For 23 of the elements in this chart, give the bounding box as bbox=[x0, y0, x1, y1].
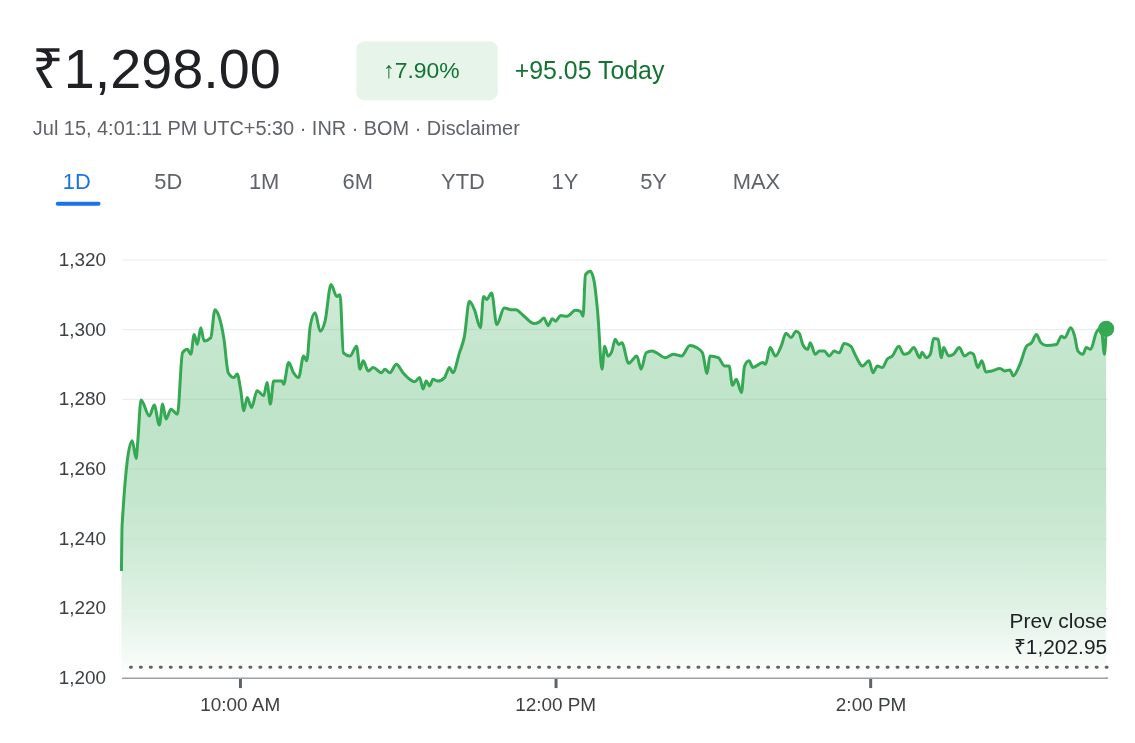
ref-line-label: Prev close ₹1,202.95 bbox=[1009, 608, 1108, 659]
y-tick-label: 1,240 bbox=[58, 527, 107, 549]
text: +95.05 Today bbox=[514, 56, 665, 85]
y-tick-label: 1,280 bbox=[58, 388, 107, 410]
text: ↑7.90% bbox=[383, 57, 460, 84]
text: 1M bbox=[248, 168, 280, 194]
chart-title: ₹1,298.00 bbox=[31, 38, 281, 101]
y-tick-label: 1,300 bbox=[58, 318, 107, 340]
x-tick-label: 10:00 AM bbox=[200, 693, 281, 715]
y-tick-label: 1,220 bbox=[58, 597, 107, 619]
x-tick-label: 12:00 PM bbox=[515, 693, 597, 715]
y-tick-label: 1,260 bbox=[58, 458, 107, 480]
text: 5Y bbox=[640, 168, 668, 194]
text: 1D bbox=[62, 168, 91, 194]
y-tick-label: 1,200 bbox=[58, 667, 107, 689]
chart-subtitle: Jul 15, 4:01:11 PM UTC+5:30 · INR · BOM · Disclaimer bbox=[32, 117, 521, 139]
text: 5D bbox=[154, 168, 183, 194]
text: MAX bbox=[732, 168, 781, 194]
text: YTD bbox=[441, 168, 485, 194]
text: 6M bbox=[342, 168, 373, 194]
x-tick-label: 2:00 PM bbox=[835, 693, 907, 715]
text: 1Y bbox=[551, 168, 579, 194]
y-tick-label: 1,320 bbox=[58, 248, 107, 270]
